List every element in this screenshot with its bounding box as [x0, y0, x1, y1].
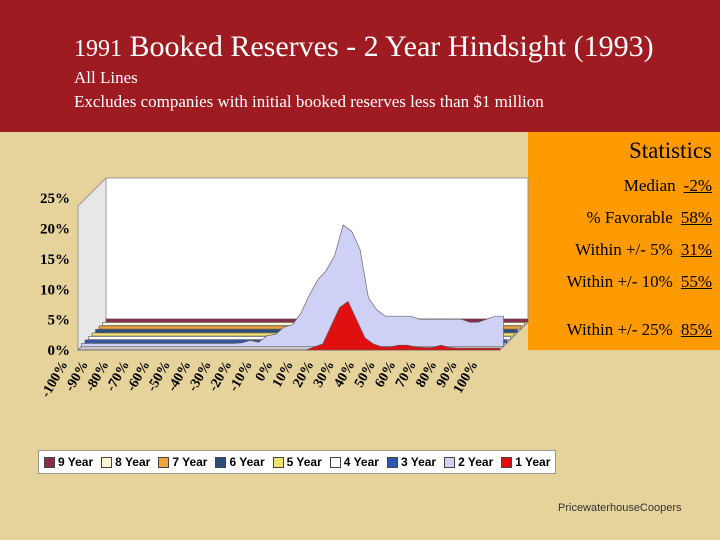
stat-value: 85%	[680, 320, 712, 339]
x-tick-label: 30%	[311, 359, 338, 391]
x-tick-label: 60%	[372, 359, 399, 391]
title-year: 1991	[74, 36, 122, 62]
legend-item: 7 Year	[158, 455, 207, 469]
legend-item: 5 Year	[272, 455, 322, 469]
legend-swatch	[444, 456, 456, 468]
legend-label: 1 Year	[515, 455, 551, 469]
stat-label: Median	[623, 176, 676, 195]
statistics-title: Statistics	[628, 138, 712, 163]
stat-value: -2%	[683, 176, 712, 195]
y-tick-label: 20%	[40, 222, 70, 238]
stat-label: % Favorable	[586, 208, 673, 227]
legend-item: 4 Year	[329, 455, 379, 469]
stat-within-5: Within +/- 5% 31%	[575, 240, 712, 260]
legend-item: 8 Year	[101, 455, 150, 469]
legend-label: 9 Year	[58, 455, 94, 469]
legend-swatch	[501, 456, 513, 468]
y-tick-label: 25%	[40, 191, 70, 207]
title-main: Booked Reserves - 2 Year Hindsight (1993…	[129, 30, 654, 63]
y-tick-label: 5%	[48, 313, 71, 329]
legend-swatch	[329, 456, 341, 468]
subtitle-exclusion: Excludes companies with initial booked r…	[74, 92, 544, 111]
legend-swatch	[215, 456, 227, 468]
legend-item: 6 Year	[215, 455, 265, 469]
legend-label: 5 Year	[286, 455, 322, 469]
footer-brand: PricewaterhouseCoopers	[558, 502, 682, 514]
stat-within-25: Within +/- 25% 85%	[567, 320, 712, 340]
legend-label: 4 Year	[343, 455, 379, 469]
stat-label: Within +/- 10%	[566, 272, 673, 291]
stat-label: Within +/- 5%	[575, 240, 673, 259]
x-tick-label: 70%	[393, 359, 420, 391]
header-banner: 1991 Booked Reserves - 2 Year Hindsight …	[0, 0, 720, 132]
stat-label: Within +/- 25%	[566, 320, 673, 339]
y-tick-label: 10%	[40, 282, 70, 298]
chart-y-ticks: 25% 20% 15% 10% 5% 0%	[40, 191, 70, 359]
y-tick-label: 0%	[48, 343, 71, 359]
legend-label: 6 Year	[229, 455, 265, 469]
legend-swatch	[272, 456, 284, 468]
legend-label: 3 Year	[400, 455, 437, 469]
legend-item: 2 Year	[444, 455, 493, 469]
subtitle-lines: All Lines	[74, 68, 138, 87]
stat-value: 31%	[680, 240, 712, 259]
chart-series-areas	[78, 224, 529, 351]
x-tick-label: 40%	[331, 359, 358, 391]
legend-swatch	[101, 456, 113, 468]
x-tick-label: 80%	[413, 359, 440, 391]
series-area-1-year	[78, 300, 501, 351]
stat-median: Median -2%	[624, 176, 712, 196]
statistics-panel: Statistics Median -2% % Favorable 58% With…	[528, 132, 720, 350]
legend-item: 1 Year	[501, 455, 550, 469]
legend-item: 3 Year	[386, 455, 437, 469]
x-tick-label: 10%	[270, 359, 297, 391]
legend-item: 9 Year	[44, 455, 93, 469]
series-area-2-year	[81, 224, 504, 347]
legend-swatch	[158, 456, 170, 468]
legend-swatch	[386, 456, 398, 468]
legend-label: 7 Year	[172, 455, 208, 469]
page-title: 1991 Booked Reserves - 2 Year Hindsight …	[74, 30, 654, 64]
x-tick-label: 20%	[290, 359, 317, 391]
stat-within-10: Within +/- 10% 55%	[567, 272, 712, 292]
legend-label: 2 Year	[458, 455, 494, 469]
chart-legend: 9 Year 8 Year 7 Year 6 Year 5 Year 4 Year 3 Ye…	[38, 450, 556, 474]
legend-label: 8 Year	[115, 455, 151, 469]
stat-value: 58%	[680, 208, 712, 227]
stat-favorable: % Favorable 58%	[586, 208, 712, 228]
legend-swatch	[44, 456, 55, 468]
x-tick-label: 50%	[352, 359, 379, 391]
stat-value: 55%	[680, 272, 712, 291]
y-tick-label: 15%	[40, 252, 70, 268]
area-chart: 25% 20% 15% 10% 5% 0% -100%-90%-80%-70%-60%-5…	[39, 176, 530, 401]
chart-side-wall	[77, 176, 107, 352]
chart-x-ticks: -100%-90%-80%-70%-60%-50%-40%-30%-20%-10…	[39, 359, 482, 401]
